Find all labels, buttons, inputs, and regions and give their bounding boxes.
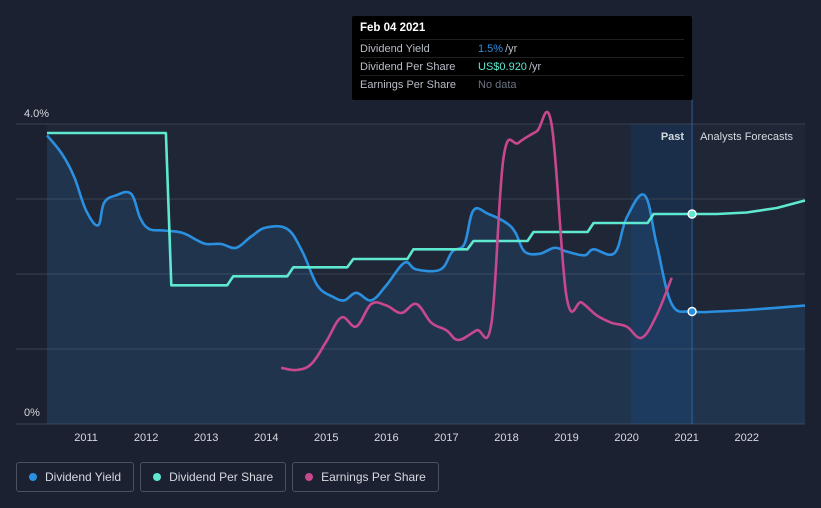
legend-item-earnings-per-share[interactable]: Earnings Per Share: [292, 462, 439, 492]
tooltip-row-dividend-yield: Dividend Yield 1.5% /yr: [360, 39, 684, 57]
x-tick-label: 2015: [314, 432, 338, 444]
earnings-per-share-line: [280, 110, 673, 372]
tooltip-value: US$0.920: [478, 60, 527, 73]
tooltip-row-earnings-per-share: Earnings Per Share No data: [360, 75, 684, 93]
x-tick-label: 2016: [374, 432, 398, 444]
x-tick-label: 2021: [674, 432, 698, 444]
tooltip-unit: /yr: [505, 42, 518, 55]
legend-dot-icon: [29, 473, 37, 481]
tooltip-label: Earnings Per Share: [360, 78, 456, 91]
tooltip-value: No data: [478, 78, 517, 91]
legend-dot-icon: [305, 473, 314, 481]
x-axis-ticks: 2011 2012 2013 2014 2015 2016 2017 2018 2019 2020…: [74, 432, 759, 444]
tooltip-label: Dividend Per Share: [360, 60, 456, 73]
x-tick-label: 2014: [254, 432, 278, 444]
x-tick-label: 2017: [434, 432, 458, 444]
legend-label: Dividend Per Share: [169, 470, 274, 484]
legend-dot-icon: [153, 473, 162, 481]
x-tick-label: 2013: [194, 432, 218, 444]
tooltip-row-dividend-per-share: Dividend Per Share US$0.920 /yr: [360, 57, 684, 75]
markers: [687, 209, 697, 317]
x-tick-label: 2020: [614, 432, 638, 444]
x-tick-label: 2018: [494, 432, 518, 444]
tooltip-value: 1.5%: [478, 42, 504, 55]
x-tick-label: 2022: [734, 432, 758, 444]
legend-item-dividend-yield[interactable]: Dividend Yield: [16, 462, 135, 492]
gridlines: [16, 123, 805, 425]
dividend-per-share-marker: [687, 209, 697, 219]
dividend-yield-marker: [687, 306, 697, 317]
tooltip-unit: /yr: [528, 60, 542, 73]
x-tick-label: 2011: [74, 432, 98, 444]
dividend-yield-line: [45, 134, 806, 314]
tooltip-label: Dividend Yield: [360, 42, 430, 55]
legend: Dividend Yield Dividend Per Share Earnin…: [16, 462, 439, 492]
x-tick-label: 2019: [554, 432, 578, 444]
forecast-label: Analysts Forecasts: [700, 131, 793, 143]
y-tick-top: 4.0%: [24, 108, 49, 120]
y-tick-bottom: 0%: [24, 407, 40, 419]
past-label: Past: [661, 131, 685, 143]
tooltip-date: Feb 04 2021: [360, 22, 426, 34]
dividend-yield-area: [47, 135, 805, 425]
legend-label: Earnings Per Share: [321, 470, 426, 484]
legend-item-dividend-per-share[interactable]: Dividend Per Share: [140, 462, 287, 492]
legend-label: Dividend Yield: [45, 470, 122, 484]
x-tick-label: 2012: [134, 432, 158, 444]
tooltip: Feb 04 2021 Dividend Yield 1.5% /yr Divi…: [352, 16, 692, 100]
